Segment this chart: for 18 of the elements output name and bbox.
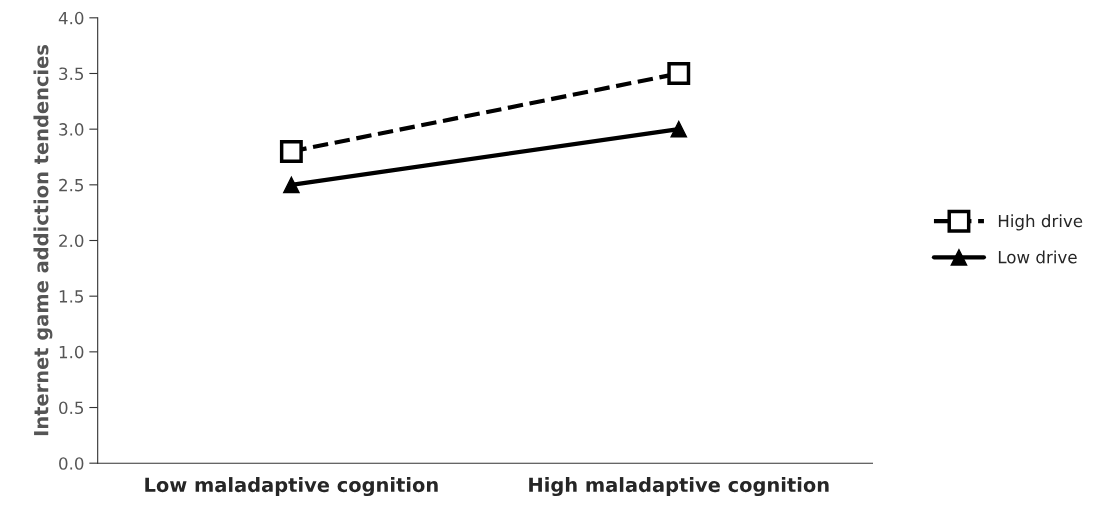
legend-label: Low drive <box>998 250 1077 264</box>
legend-label: High drive <box>998 214 1083 231</box>
point <box>670 120 688 138</box>
point <box>667 62 691 85</box>
y-tick-label: 1.5 <box>59 290 84 303</box>
y-tick-label: 4.0 <box>58 11 84 25</box>
y-tick-label: 3.5 <box>59 67 84 81</box>
y-tick-label: 2.5 <box>59 178 84 192</box>
y-tick-label: 3.0 <box>59 123 84 136</box>
y-tick-label: 2.0 <box>59 234 84 248</box>
point <box>283 176 300 194</box>
y-tick-label: 1.0 <box>59 345 84 359</box>
x-tick-label: Low maladaptive cognition <box>145 477 438 497</box>
x-tick-label: High maladaptive cognition <box>529 477 829 497</box>
y-tick-label: 0.5 <box>59 401 84 415</box>
y-axis-title: Internet game addiction tendencies <box>33 45 53 436</box>
point <box>279 139 303 163</box>
y-tick-label: 0.0 <box>59 457 84 470</box>
